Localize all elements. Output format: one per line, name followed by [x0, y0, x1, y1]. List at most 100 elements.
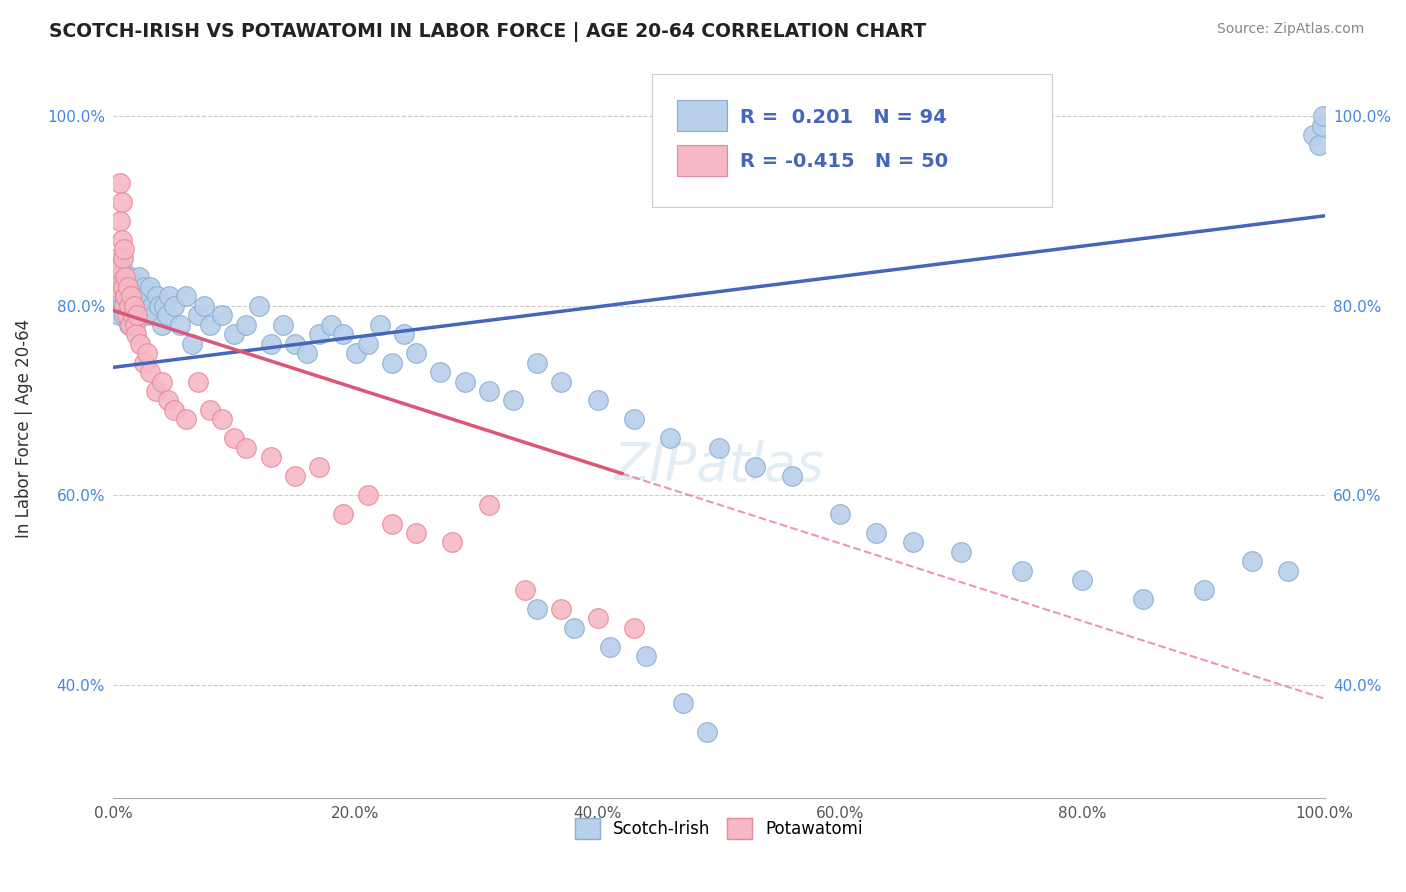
Point [114, 270, 136, 285]
Point [155, 308, 177, 322]
Point [308, 459, 330, 474]
Point [356, 488, 378, 502]
Point [405, 526, 427, 541]
Point [1011, 564, 1033, 578]
Point [901, 535, 924, 549]
Point [131, 308, 153, 322]
Point [120, 289, 142, 303]
Point [163, 403, 186, 417]
Point [122, 299, 145, 313]
Point [429, 365, 451, 379]
Point [526, 601, 548, 615]
Point [107, 280, 129, 294]
Point [111, 280, 134, 294]
Point [163, 299, 186, 313]
Point [235, 441, 257, 455]
Point [405, 346, 427, 360]
Point [284, 469, 307, 483]
Text: SCOTCH-IRISH VS POTAWATOMI IN LABOR FORCE | AGE 20-64 CORRELATION CHART: SCOTCH-IRISH VS POTAWATOMI IN LABOR FORC… [49, 22, 927, 42]
Point [108, 260, 131, 275]
Point [599, 640, 621, 654]
Point [174, 289, 197, 303]
Point [586, 611, 609, 625]
Point [145, 384, 167, 398]
Point [1302, 128, 1324, 143]
Point [478, 384, 501, 398]
Point [174, 412, 197, 426]
Point [110, 270, 132, 285]
FancyBboxPatch shape [652, 74, 1052, 207]
Point [368, 318, 391, 332]
Point [1308, 137, 1330, 152]
Point [211, 308, 233, 322]
Point [623, 412, 645, 426]
Point [118, 299, 141, 313]
Point [105, 280, 128, 294]
Point [150, 375, 173, 389]
Point [344, 346, 367, 360]
Point [121, 308, 143, 322]
Point [865, 526, 887, 541]
Point [108, 308, 131, 322]
Point [157, 289, 180, 303]
Point [441, 535, 464, 549]
Point [586, 393, 609, 408]
Point [659, 431, 682, 445]
Point [1312, 110, 1334, 124]
Point [120, 289, 142, 303]
Point [112, 299, 135, 313]
Point [132, 355, 155, 369]
Point [114, 289, 136, 303]
Point [125, 327, 148, 342]
Legend: Scotch-Irish, Potawatomi: Scotch-Irish, Potawatomi [568, 812, 870, 846]
Point [122, 299, 145, 313]
Point [308, 327, 330, 342]
Point [124, 280, 146, 294]
Point [381, 516, 404, 531]
Point [156, 393, 179, 408]
Point [120, 318, 142, 332]
Point [112, 308, 135, 322]
Point [526, 355, 548, 369]
Point [235, 318, 257, 332]
Point [129, 289, 152, 303]
Point [136, 308, 159, 322]
Point [187, 308, 209, 322]
Point [124, 318, 146, 332]
Point [120, 270, 142, 285]
Point [115, 308, 138, 322]
Point [1240, 554, 1263, 568]
Point [950, 545, 973, 559]
Point [295, 346, 318, 360]
Point [111, 194, 134, 209]
Point [211, 412, 233, 426]
Point [111, 280, 134, 294]
Point [117, 280, 139, 294]
Point [111, 252, 134, 266]
Point [136, 346, 159, 360]
Point [141, 299, 163, 313]
Point [198, 318, 221, 332]
Point [114, 270, 136, 285]
Point [830, 507, 852, 521]
Y-axis label: In Labor Force | Age 20-64: In Labor Force | Age 20-64 [15, 319, 32, 539]
Point [260, 336, 283, 351]
Point [134, 299, 156, 313]
Point [118, 318, 141, 332]
Point [453, 375, 475, 389]
Point [550, 375, 572, 389]
Point [1192, 582, 1215, 597]
Point [332, 507, 354, 521]
Point [478, 498, 501, 512]
Point [671, 697, 693, 711]
Point [135, 289, 157, 303]
Point [125, 289, 148, 303]
Point [138, 365, 160, 379]
Point [198, 403, 221, 417]
Point [143, 308, 166, 322]
Point [150, 318, 173, 332]
Point [148, 299, 170, 313]
Point [110, 176, 132, 190]
Point [284, 336, 307, 351]
Point [636, 649, 658, 664]
